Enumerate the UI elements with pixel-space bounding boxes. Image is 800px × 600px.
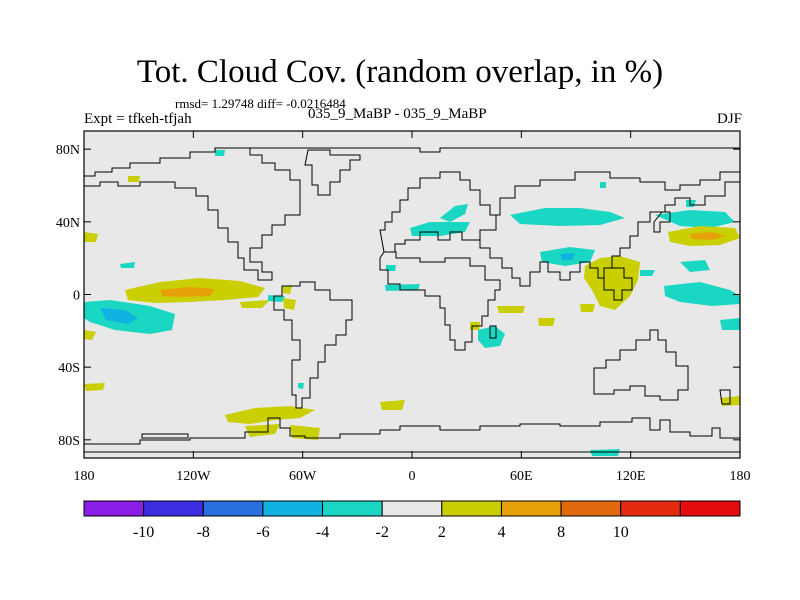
colorbar-swatch [620,500,681,517]
anomaly-patch [664,282,740,306]
colorbar-label: 4 [497,524,505,541]
colorbar-label: 8 [557,524,565,541]
season-label: DJF [716,111,742,127]
anomaly-patch [510,208,625,226]
anomaly-patch [440,204,468,222]
colorbar-label: 10 [613,524,629,541]
x-tick-label: 120E [616,469,646,484]
x-tick-label: 120W [176,469,211,484]
anomaly-patch [225,406,315,424]
anomaly-patch [160,287,215,297]
coastline-se-asia [598,267,633,301]
coastline-greenland [304,149,361,196]
anomaly-patch [478,326,505,348]
colorbar-swatch [322,500,383,517]
coastline-arctic [215,147,740,153]
x-tick-label: 60W [289,469,317,484]
coastline-ross-ice [141,433,189,439]
colorbar-label: -10 [133,524,154,541]
coastline-australia [593,329,689,401]
anomaly-patch [268,295,285,302]
coastline-antarctica [84,417,740,445]
y-tick-label: 80N [56,143,80,158]
coastline-asia [479,171,740,287]
coastline-south-america [273,281,353,409]
colorbar-label: 2 [438,524,446,541]
anomaly-patch [497,306,525,313]
x-tick-label: 0 [409,469,416,484]
anomaly-patch [128,176,140,182]
colorbar-swatch [560,500,622,517]
anomaly-patch [600,182,606,188]
anomaly-patch [538,318,555,326]
anomaly-patch [655,210,735,228]
anomaly-patch [240,300,270,308]
x-tick-label: 60E [510,469,533,484]
colorbar-swatch [500,500,562,517]
x-tick-label: 180 [74,469,95,484]
colorbar-label: -8 [197,524,210,541]
anomaly-patch [680,260,710,272]
anomaly-patch [580,304,595,312]
anomaly-patch [100,308,138,324]
colorbar-label: -6 [256,524,269,541]
colorbar-swatch [441,500,502,517]
y-tick-label: 0 [73,289,80,304]
anomaly-patch [298,383,304,389]
colorbar-swatch [143,500,204,517]
colorbar-swatch [679,500,741,517]
y-tick-label: 40S [58,361,80,376]
anomaly-patch [283,298,296,310]
colorbar-swatch [381,500,443,517]
map-ticks: 180 120W 60W 0 60E 120E 180 80N 40N 0 40S 80S [56,131,751,484]
anomaly-patch [245,424,280,437]
y-tick-label: 40N [56,216,80,231]
plot-title: Tot. Cloud Cov. (random overlap, in %) [136,54,664,90]
colorbar-swatch [83,500,145,517]
coastline-madagascar [489,325,497,339]
anomaly-patch [690,232,725,240]
colorbar-label: -4 [316,524,329,541]
anomaly-patch [84,330,96,340]
anomaly-patch [380,400,405,410]
experiment-label: Expt = tfkeh-tfjah [84,111,192,127]
coastline-africa [379,251,501,351]
comparison-label: 035_9_MaBP - 035_9_MaBP [308,106,487,122]
coastline-north-america [84,147,301,281]
anomaly-patch [120,262,135,268]
anomaly-patch [84,383,105,391]
stats-line: rmsd= 1.29748 diff= -0.0216484 [175,96,346,111]
coastline-new-zealand [719,389,731,405]
anomaly-patch [720,318,740,330]
anomaly-patch [215,150,225,156]
x-tick-label: 180 [730,469,751,484]
colorbar: -10 -8 -6 -4 -2 2 4 8 10 [83,500,741,541]
colorbar-swatch [202,500,264,517]
coastline-europe [379,171,497,253]
anomaly-patch [560,253,575,260]
anomaly-patch [385,284,420,291]
coastline-japan [653,211,671,233]
colorbar-swatch [262,500,324,517]
y-tick-label: 80S [58,434,80,449]
anomaly-patch [640,270,655,276]
anomaly-patch [84,232,98,242]
colorbar-label: -2 [376,524,389,541]
anomaly-patch [283,285,292,294]
